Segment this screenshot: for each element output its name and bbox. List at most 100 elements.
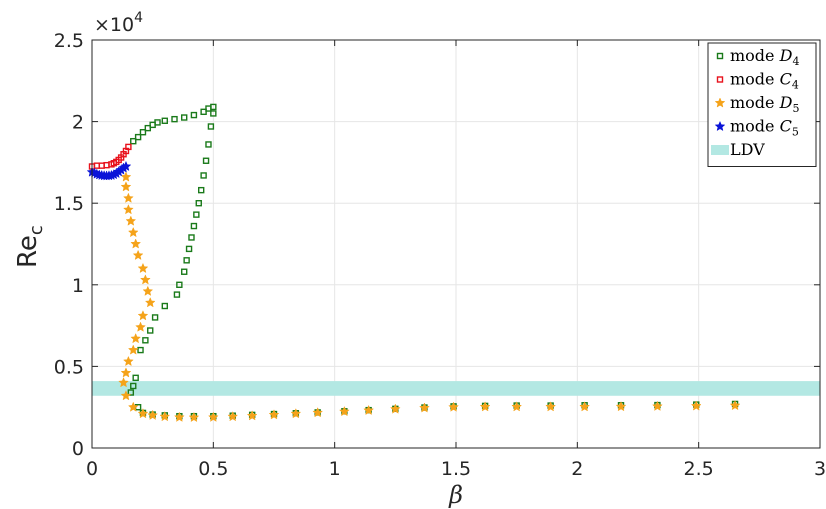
data-point — [130, 333, 142, 344]
data-point — [202, 157, 210, 164]
data-point — [652, 400, 663, 411]
data-point — [210, 110, 217, 117]
data-point — [419, 402, 430, 413]
grid — [92, 40, 820, 448]
x-tick-label: 0 — [86, 458, 98, 480]
data-point — [246, 410, 258, 421]
data-point — [130, 238, 142, 249]
data-point — [188, 411, 200, 423]
data-point — [181, 114, 188, 121]
data-point — [120, 367, 132, 378]
y-tick-label: 0 — [72, 438, 84, 460]
legend-entry-ldv: LDV — [711, 140, 765, 159]
x-tick-label: 3 — [814, 458, 826, 480]
data-point — [200, 172, 207, 179]
data-point — [120, 171, 132, 182]
y-multiplier: ×104 — [94, 10, 143, 36]
data-point — [479, 401, 491, 412]
data-point — [120, 390, 132, 401]
data-point — [173, 291, 181, 298]
data-point — [729, 399, 741, 411]
data-point — [137, 310, 149, 321]
data-point — [140, 274, 151, 285]
data-point — [207, 411, 219, 422]
x-tick-label: 1 — [329, 458, 341, 480]
data-point — [120, 160, 132, 172]
data-point — [151, 314, 159, 321]
axis-ticks: 0 0.5 1 1.5 2 2.5 3 0 0.5 1 1.5 2 2.5 — [54, 30, 826, 480]
data-point — [123, 204, 134, 215]
series-1 — [127, 103, 739, 420]
data-point — [615, 401, 627, 412]
legend-label: mode D4 — [730, 46, 799, 68]
data-point — [127, 344, 139, 355]
data-point — [137, 262, 149, 274]
ldv-band — [92, 381, 820, 396]
legend-marker — [716, 76, 724, 83]
data-point — [135, 321, 146, 332]
data-point — [161, 302, 169, 310]
data-point — [363, 404, 375, 416]
data-point — [159, 411, 171, 422]
data-point — [125, 143, 132, 151]
data-point — [448, 401, 459, 412]
legend-entry: mode C4 — [716, 70, 799, 92]
data-point — [205, 141, 212, 148]
data-point — [190, 111, 198, 119]
series-2 — [88, 143, 132, 170]
data-point — [185, 245, 193, 253]
y-tick-label: 2 — [72, 112, 84, 134]
data-point — [142, 285, 154, 296]
legend-marker — [714, 97, 726, 108]
data-point — [205, 105, 212, 112]
data-point — [545, 401, 557, 412]
legend-label: mode C4 — [730, 70, 799, 92]
data-point — [144, 124, 152, 132]
data-point — [127, 401, 139, 412]
x-tick-label: 0.5 — [198, 458, 228, 480]
data-point — [127, 226, 139, 238]
ldv-band-layer — [92, 381, 820, 396]
data-point — [268, 409, 280, 420]
legend-band-swatch — [711, 145, 729, 155]
data-point — [139, 129, 147, 136]
legend-marker — [716, 52, 724, 60]
y-axis-label: Rec — [13, 225, 47, 268]
data-point — [118, 377, 129, 388]
series-3 — [118, 171, 741, 423]
data-point — [290, 408, 302, 419]
data-point — [130, 137, 137, 145]
data-markers — [86, 103, 741, 423]
y-tick-label: 0.5 — [54, 356, 84, 378]
data-point — [137, 408, 149, 419]
x-axis-label: β — [448, 481, 463, 509]
data-point — [176, 281, 183, 288]
data-point — [171, 115, 178, 123]
x-tick-label: 2 — [571, 458, 583, 480]
data-point — [147, 409, 159, 420]
data-point — [149, 121, 156, 129]
data-point — [120, 181, 132, 192]
data-point — [190, 222, 198, 230]
legend-marker — [714, 120, 726, 132]
legend-entry: mode D5 — [714, 93, 799, 115]
data-point — [188, 234, 195, 241]
x-tick-label: 1.5 — [441, 458, 471, 480]
legend-label: LDV — [730, 140, 765, 159]
y-tick-label: 1.5 — [54, 193, 84, 215]
data-point — [142, 337, 149, 344]
legend-entry: mode C5 — [714, 117, 799, 139]
data-point — [339, 405, 350, 417]
data-point — [144, 297, 156, 308]
data-point — [123, 192, 134, 203]
y-tick-label: 1 — [72, 275, 84, 297]
x-tick-label: 2.5 — [684, 458, 714, 480]
data-point — [207, 123, 215, 130]
data-point — [183, 257, 190, 264]
data-point — [127, 389, 135, 396]
data-point — [511, 401, 523, 412]
data-point — [134, 133, 142, 141]
data-point — [195, 199, 202, 207]
